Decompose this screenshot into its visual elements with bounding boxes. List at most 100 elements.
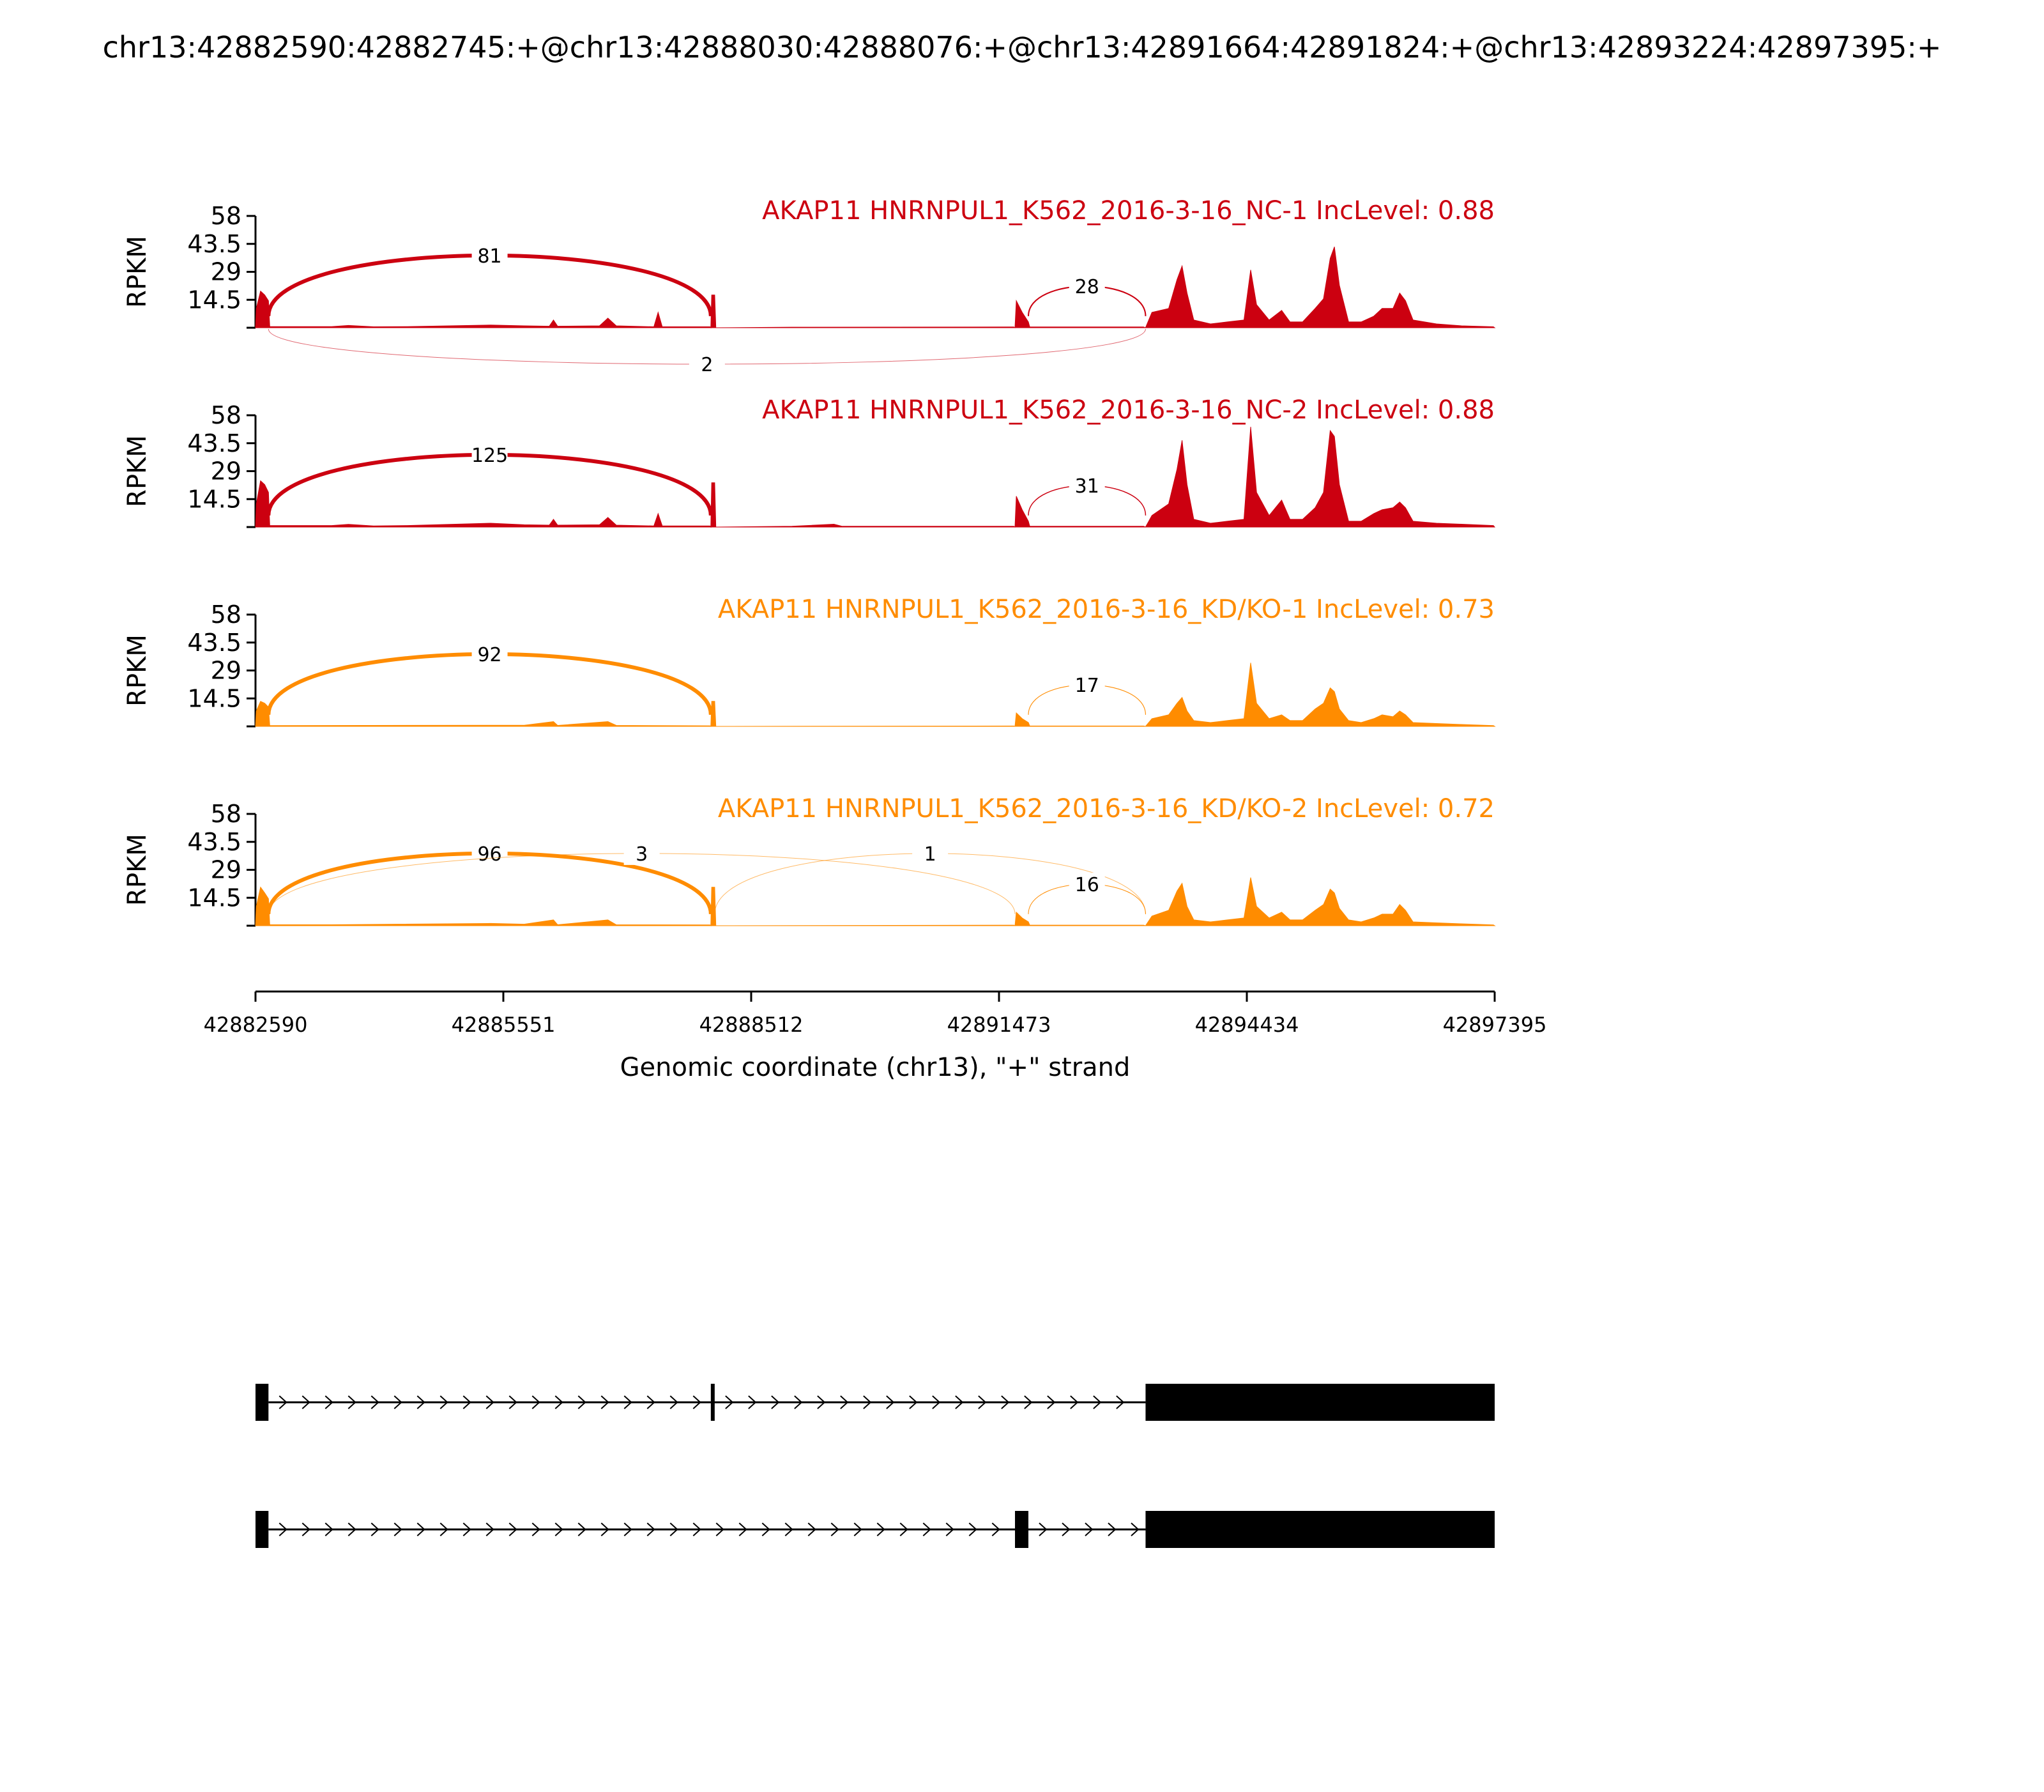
- coverage-area: [255, 247, 1496, 329]
- strand-arrow: [761, 1522, 770, 1536]
- strand-arrow: [508, 1522, 517, 1536]
- y-tick-label: 14.5: [187, 286, 241, 314]
- strand-arrow: [347, 1395, 356, 1409]
- junction-label-bg: [912, 841, 949, 865]
- track-label: AKAP11 HNRNPUL1_K562_2016-3-16_NC-1 IncL…: [762, 196, 1495, 226]
- junction-label: 81: [477, 245, 501, 268]
- strand-arrow: [301, 1522, 310, 1536]
- strand-arrow: [577, 1522, 586, 1536]
- junction-label: 2: [701, 354, 713, 376]
- strand-arrow: [955, 1395, 964, 1409]
- strand-arrow: [853, 1522, 862, 1536]
- y-tick-label: 58: [211, 800, 241, 828]
- strand-arrow: [807, 1522, 816, 1536]
- strand-arrow: [1001, 1395, 1010, 1409]
- strand-arrow: [554, 1395, 563, 1409]
- strand-arrow: [1131, 1522, 1140, 1536]
- junction-label: 96: [477, 843, 501, 866]
- strand-arrow: [817, 1395, 826, 1409]
- junction-label-bg: [1069, 274, 1105, 298]
- strand-arrow: [692, 1395, 701, 1409]
- strand-arrow: [324, 1395, 333, 1409]
- strand-arrow: [932, 1395, 941, 1409]
- strand-arrow: [393, 1522, 402, 1536]
- strand-arrow: [669, 1395, 678, 1409]
- junction-label-bg: [471, 642, 508, 666]
- strand-arrow: [748, 1395, 757, 1409]
- coverage-area: [255, 877, 1496, 927]
- strand-arrow: [462, 1395, 471, 1409]
- junction-label-bg: [471, 243, 508, 267]
- y-tick-label: 14.5: [187, 884, 241, 912]
- strand-arrow: [840, 1395, 849, 1409]
- y-tick-label: 14.5: [187, 485, 241, 513]
- y-tick-label: 43.5: [187, 828, 241, 856]
- junction-label: 28: [1075, 276, 1099, 298]
- strand-arrow: [485, 1522, 494, 1536]
- strand-arrow: [600, 1395, 609, 1409]
- strand-arrow: [692, 1522, 701, 1536]
- junction-label: 16: [1075, 874, 1099, 896]
- strand-arrow: [876, 1522, 885, 1536]
- y-tick-label: 29: [211, 657, 241, 685]
- x-axis: 42882590 42885551 42888512 42891473 42894434…: [204, 990, 1546, 1037]
- y-tick-label: 43.5: [187, 629, 241, 657]
- strand-arrow: [1039, 1522, 1048, 1536]
- y-tick-label: 58: [211, 401, 241, 429]
- strand-arrow: [1093, 1395, 1102, 1409]
- strand-arrow: [577, 1395, 586, 1409]
- coverage-area: [255, 427, 1496, 528]
- x-tick-label: 42891473: [947, 1013, 1051, 1037]
- x-tick-label: 42885551: [452, 1013, 556, 1037]
- strand-arrow: [725, 1395, 734, 1409]
- isoform-2: [256, 1511, 1495, 1548]
- strand-arrow: [508, 1395, 517, 1409]
- junction-label: 31: [1075, 475, 1099, 498]
- junction-label-bg: [471, 841, 508, 865]
- y-tick-label: 43.5: [187, 230, 241, 258]
- strand-arrow: [830, 1522, 839, 1536]
- strand-arrow: [462, 1522, 471, 1536]
- junction-label-bg: [1069, 872, 1105, 896]
- track-label: AKAP11 HNRNPUL1_K562_2016-3-16_KD/KO-1 I…: [718, 595, 1495, 624]
- strand-arrow: [416, 1395, 425, 1409]
- strand-arrow: [416, 1522, 425, 1536]
- strand-arrow: [439, 1395, 448, 1409]
- strand-arrow: [771, 1395, 780, 1409]
- strand-arrow: [899, 1522, 908, 1536]
- y-tick-label: 14.5: [187, 684, 241, 712]
- strand-arrow: [370, 1522, 379, 1536]
- strand-arrow: [554, 1522, 563, 1536]
- junction-label: 92: [477, 644, 501, 666]
- strand-arrow: [863, 1395, 872, 1409]
- junction-label: 1: [924, 843, 936, 866]
- y-axis-label: RPKM: [123, 435, 152, 507]
- strand-arrow: [909, 1395, 918, 1409]
- strand-arrow: [794, 1395, 803, 1409]
- strand-arrow: [393, 1395, 402, 1409]
- strand-arrow: [1085, 1522, 1094, 1536]
- strand-arrow: [1116, 1395, 1125, 1409]
- y-tick-label: 29: [211, 856, 241, 884]
- strand-arrow: [886, 1395, 895, 1409]
- strand-arrow: [623, 1395, 632, 1409]
- strand-arrow: [278, 1395, 287, 1409]
- strand-arrow: [439, 1522, 448, 1536]
- track-label: AKAP11 HNRNPUL1_K562_2016-3-16_KD/KO-2 I…: [718, 794, 1495, 823]
- strand-arrow: [347, 1522, 356, 1536]
- x-tick-label: 42894434: [1195, 1013, 1299, 1037]
- junction-label: 125: [471, 445, 508, 467]
- strand-arrow: [978, 1395, 987, 1409]
- strand-arrow: [370, 1395, 379, 1409]
- exon-box: [256, 1511, 269, 1548]
- strand-arrow: [784, 1522, 793, 1536]
- junction-label-bg: [471, 443, 508, 466]
- y-axis-label: RPKM: [123, 236, 152, 308]
- junction-label-bg: [1069, 673, 1105, 696]
- strand-arrow: [715, 1522, 724, 1536]
